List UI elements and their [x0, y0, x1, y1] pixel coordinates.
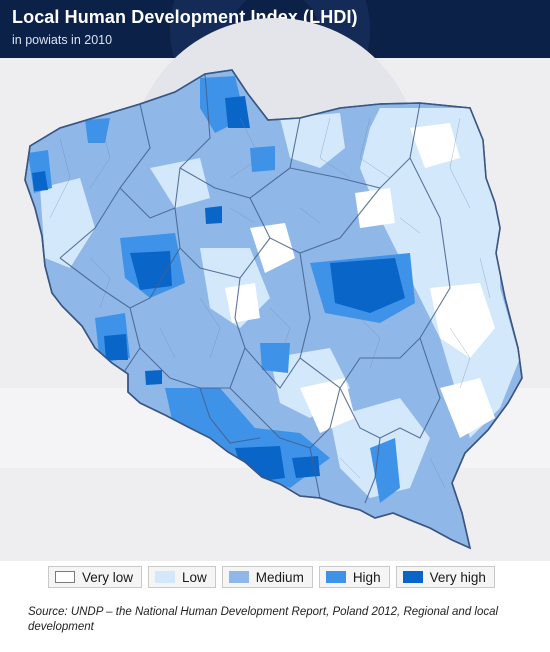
legend: Very low Low Medium High Very high	[48, 566, 495, 590]
powiat-borders	[49, 117, 491, 489]
region-verylow-8	[470, 443, 500, 483]
legend-item-low: Low	[148, 566, 216, 588]
region-verylow-6	[225, 283, 260, 323]
legend-swatch-very-high	[402, 571, 423, 583]
region-verylow-2	[430, 283, 495, 358]
poland-border	[24, 69, 523, 550]
region-veryhigh-poznan	[130, 251, 172, 290]
region-veryhigh-wroclaw	[104, 334, 128, 360]
legend-item-medium: Medium	[221, 566, 313, 588]
legend-item-high: High	[318, 566, 390, 588]
legend-item-very-high: Very high	[395, 566, 495, 588]
region-high-southwest	[165, 388, 330, 488]
legend-label-medium: Medium	[255, 569, 304, 585]
region-verylow-7	[410, 123, 460, 168]
region-high-northwest	[85, 118, 110, 143]
region-low-east	[360, 108, 520, 438]
region-low-northeast	[280, 113, 345, 168]
legend-label-very-low: Very low	[82, 569, 134, 585]
region-low-west	[40, 178, 95, 268]
region-veryhigh-gdansk	[225, 96, 250, 128]
legend-swatch-high	[325, 571, 346, 583]
region-veryhigh-szczecin	[32, 171, 48, 191]
legend-swatch-low	[155, 571, 176, 583]
voivodeship-borders	[59, 73, 451, 504]
region-high-north-center	[250, 146, 275, 172]
region-low-north	[150, 158, 210, 208]
region-veryhigh-warsaw	[330, 258, 405, 313]
region-verylow-4	[440, 378, 495, 438]
legend-item-very-low: Very low	[48, 566, 143, 588]
region-verylow-3	[300, 378, 355, 433]
powiat-regions	[28, 76, 520, 503]
poland-map	[24, 69, 523, 550]
region-veryhigh-bydgoszcz	[205, 206, 222, 224]
region-veryhigh-katowice	[235, 446, 285, 483]
legend-label-high: High	[352, 569, 381, 585]
region-high-central	[260, 343, 290, 373]
map-subtitle: in powiats in 2010	[12, 33, 113, 47]
legend-label-very-high: Very high	[429, 569, 486, 585]
region-verylow-1	[250, 223, 295, 273]
legend-swatch-very-low	[55, 571, 75, 583]
region-veryhigh-opole	[145, 370, 162, 385]
legend-swatch-medium	[228, 571, 249, 583]
region-verylow-5	[355, 188, 395, 228]
source-note: Source: UNDP – the National Human Develo…	[28, 606, 499, 633]
legend-label-low: Low	[182, 569, 207, 585]
